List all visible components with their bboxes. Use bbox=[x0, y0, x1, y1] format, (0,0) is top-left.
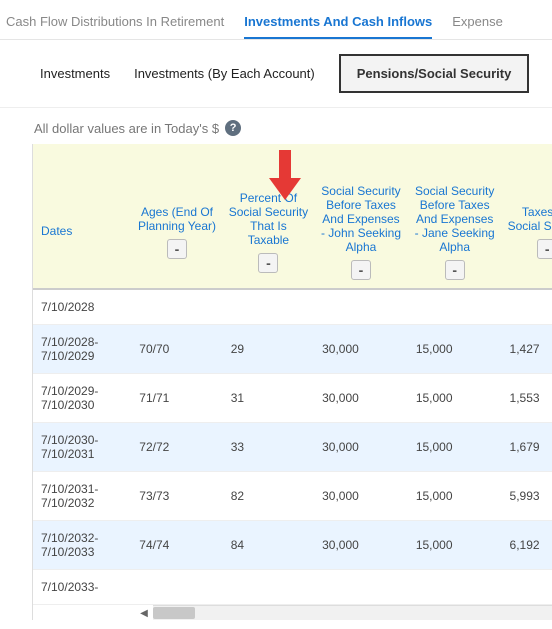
table-cell bbox=[131, 289, 222, 325]
col-dates[interactable]: Dates bbox=[33, 144, 131, 289]
col-dates-label: Dates bbox=[41, 224, 125, 238]
help-icon[interactable]: ? bbox=[225, 120, 241, 136]
collapse-taxes-button[interactable]: - bbox=[537, 239, 552, 259]
table-cell: 1,427 bbox=[502, 325, 552, 374]
table-cell bbox=[223, 570, 314, 605]
table-cell: 82 bbox=[223, 472, 314, 521]
dollar-note: All dollar values are in Today's $ ? bbox=[0, 108, 552, 144]
dollar-note-text: All dollar values are in Today's $ bbox=[34, 121, 219, 136]
table-cell: 30,000 bbox=[314, 374, 408, 423]
table-cell: 7/10/2029-7/10/2030 bbox=[33, 374, 131, 423]
table-row: 7/10/2030-7/10/203172/723330,00015,0001,… bbox=[33, 423, 552, 472]
subtab-investments-by-account[interactable]: Investments (By Each Account) bbox=[134, 66, 315, 81]
collapse-percent-button[interactable]: - bbox=[258, 253, 278, 273]
collapse-jane-button[interactable]: - bbox=[445, 260, 465, 280]
table-cell: 31 bbox=[223, 374, 314, 423]
table-cell: 1,553 bbox=[502, 374, 552, 423]
table-row: 7/10/2029-7/10/203071/713130,00015,0001,… bbox=[33, 374, 552, 423]
col-ss-jane[interactable]: Social Security Before Taxes And Expense… bbox=[408, 144, 502, 289]
col-taxes-ss[interactable]: Taxes On Social Security - bbox=[502, 144, 552, 289]
col-percent-taxable-label: Percent Of Social Security That Is Taxab… bbox=[229, 191, 308, 247]
table-row: 7/10/2032-7/10/203374/748430,00015,0006,… bbox=[33, 521, 552, 570]
table-cell bbox=[314, 289, 408, 325]
table-cell bbox=[314, 570, 408, 605]
table-cell: 6,192 bbox=[502, 521, 552, 570]
table-cell: 7/10/2028-7/10/2029 bbox=[33, 325, 131, 374]
table-cell: 7/10/2032-7/10/2033 bbox=[33, 521, 131, 570]
tab-cashflow[interactable]: Cash Flow Distributions In Retirement bbox=[6, 10, 224, 39]
table-cell: 7/10/2033- bbox=[33, 570, 131, 605]
table-cell: 30,000 bbox=[314, 423, 408, 472]
subtab-investments[interactable]: Investments bbox=[40, 66, 110, 81]
collapse-ages-button[interactable]: - bbox=[167, 239, 187, 259]
table-cell: 15,000 bbox=[408, 374, 502, 423]
col-ss-jane-label: Social Security Before Taxes And Expense… bbox=[414, 184, 496, 254]
table-cell: 7/10/2028 bbox=[33, 289, 131, 325]
collapse-john-button[interactable]: - bbox=[351, 260, 371, 280]
table-cell: 15,000 bbox=[408, 423, 502, 472]
col-percent-taxable[interactable]: Percent Of Social Security That Is Taxab… bbox=[223, 144, 314, 289]
table-cell: 29 bbox=[223, 325, 314, 374]
table-cell bbox=[408, 570, 502, 605]
table-cell bbox=[131, 570, 222, 605]
table-cell: 70/70 bbox=[131, 325, 222, 374]
scrollbar-thumb[interactable] bbox=[153, 607, 195, 619]
sub-tabs: Investments Investments (By Each Account… bbox=[0, 40, 552, 108]
tab-investments-inflows[interactable]: Investments And Cash Inflows bbox=[244, 10, 432, 39]
table-cell: 7/10/2031-7/10/2032 bbox=[33, 472, 131, 521]
table-row: 7/10/2028-7/10/202970/702930,00015,0001,… bbox=[33, 325, 552, 374]
col-ages-label: Ages (End Of Planning Year) bbox=[137, 205, 216, 233]
tab-expense[interactable]: Expense bbox=[452, 10, 503, 39]
table-cell bbox=[408, 289, 502, 325]
col-taxes-ss-label: Taxes On Social Security bbox=[508, 205, 552, 233]
data-table-wrap: Dates Ages (End Of Planning Year) - Perc… bbox=[32, 144, 552, 620]
table-cell: 7/10/2030-7/10/2031 bbox=[33, 423, 131, 472]
table-row: 7/10/2031-7/10/203273/738230,00015,0005,… bbox=[33, 472, 552, 521]
table-cell: 30,000 bbox=[314, 521, 408, 570]
top-tabs: Cash Flow Distributions In Retirement In… bbox=[0, 0, 552, 40]
table-cell: 5,993 bbox=[502, 472, 552, 521]
table-cell: 30,000 bbox=[314, 472, 408, 521]
col-ss-john[interactable]: Social Security Before Taxes And Expense… bbox=[314, 144, 408, 289]
table-cell: 74/74 bbox=[131, 521, 222, 570]
table-cell: 71/71 bbox=[131, 374, 222, 423]
scroll-left-icon[interactable]: ◀ bbox=[137, 606, 151, 620]
table-cell: 73/73 bbox=[131, 472, 222, 521]
table-row: 7/10/2033- bbox=[33, 570, 552, 605]
table-cell: 33 bbox=[223, 423, 314, 472]
table-cell bbox=[502, 289, 552, 325]
table-cell bbox=[223, 289, 314, 325]
table-cell: 15,000 bbox=[408, 521, 502, 570]
horizontal-scrollbar[interactable]: ◀ bbox=[153, 605, 552, 620]
table-cell bbox=[502, 570, 552, 605]
social-security-table: Dates Ages (End Of Planning Year) - Perc… bbox=[33, 144, 552, 605]
table-row: 7/10/2028 bbox=[33, 289, 552, 325]
table-cell: 15,000 bbox=[408, 472, 502, 521]
subtab-pensions-social-security[interactable]: Pensions/Social Security bbox=[339, 54, 530, 93]
col-ss-john-label: Social Security Before Taxes And Expense… bbox=[320, 184, 402, 254]
table-cell: 15,000 bbox=[408, 325, 502, 374]
col-ages[interactable]: Ages (End Of Planning Year) - bbox=[131, 144, 222, 289]
table-cell: 30,000 bbox=[314, 325, 408, 374]
table-cell: 72/72 bbox=[131, 423, 222, 472]
table-cell: 84 bbox=[223, 521, 314, 570]
table-cell: 1,679 bbox=[502, 423, 552, 472]
